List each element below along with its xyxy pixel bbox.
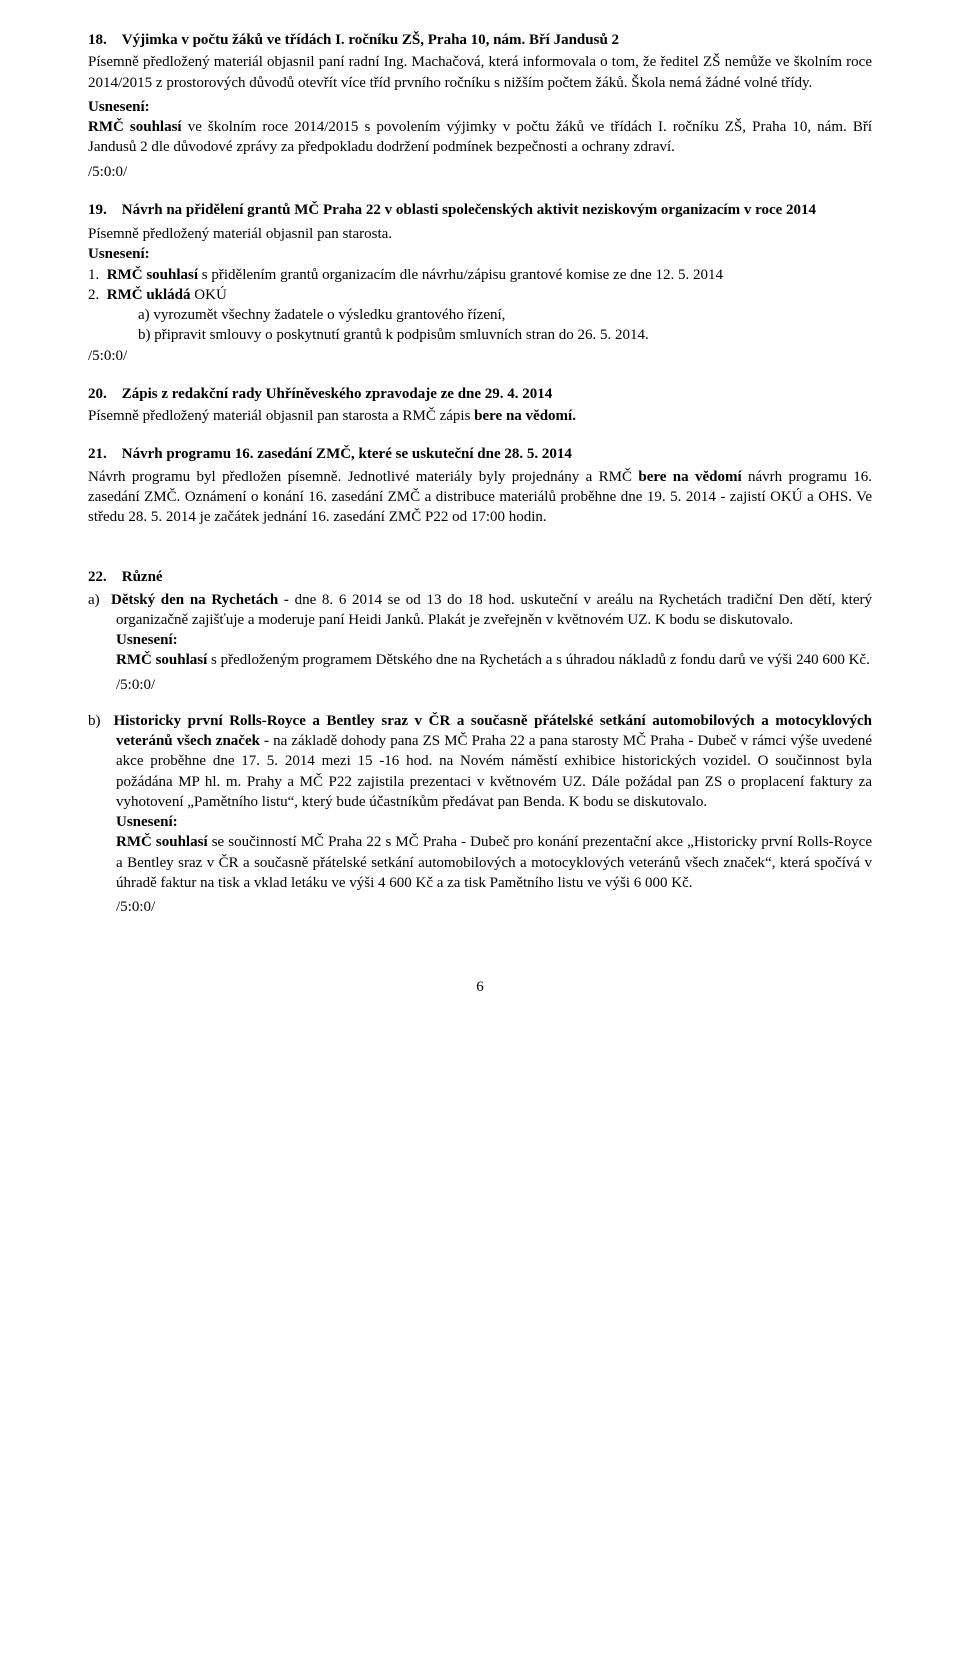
item22b-usneseni-label: Usnesení: bbox=[116, 812, 872, 832]
item22-heading: 22. Různé bbox=[88, 567, 872, 587]
agenda-item-19: 19. Návrh na přidělení grantů MČ Praha 2… bbox=[88, 200, 872, 366]
item19-li2-num: 2. bbox=[88, 287, 99, 303]
item19-title: Návrh na přidělení grantů MČ Praha 22 v … bbox=[111, 202, 817, 218]
page-number: 6 bbox=[88, 977, 872, 997]
item22a-label: a) bbox=[88, 592, 100, 608]
item19-li2: 2. RMČ ukládá OKÚ bbox=[88, 285, 872, 305]
item18-usneseni-rest: ve školním roce 2014/2015 s povolením vý… bbox=[88, 119, 872, 155]
item21-title: Návrh programu 16. zasedání ZMČ, které s… bbox=[111, 446, 572, 462]
item22a-usneseni-text: RMČ souhlasí s předloženým programem Dět… bbox=[116, 650, 872, 670]
item22a-usneseni-label: Usnesení: bbox=[116, 630, 872, 650]
item22b-vote: /5:0:0/ bbox=[116, 897, 872, 917]
item19-vote: /5:0:0/ bbox=[88, 346, 872, 366]
item18-usneseni-bold: RMČ souhlasí bbox=[88, 119, 182, 135]
item22a-usneseni-bold: RMČ souhlasí bbox=[116, 652, 211, 668]
item22b-label: b) bbox=[88, 713, 101, 729]
item20-text: Písemně předložený materiál objasnil pan… bbox=[88, 406, 872, 426]
item19-li1: 1. RMČ souhlasí s přidělením grantů orga… bbox=[88, 265, 872, 285]
item22-number: 22. bbox=[88, 569, 107, 585]
item22b-usneseni-bold: RMČ souhlasí bbox=[116, 834, 212, 850]
item20-title: Zápis z redakční rady Uhříněveského zpra… bbox=[111, 386, 553, 402]
item19-heading: 19. Návrh na přidělení grantů MČ Praha 2… bbox=[88, 200, 872, 220]
item18-usneseni-text: RMČ souhlasí ve školním roce 2014/2015 s… bbox=[88, 117, 872, 158]
item18-intro: Písemně předložený materiál objasnil pan… bbox=[88, 52, 872, 93]
agenda-item-18: 18. Výjimka v počtu žáků ve třídách I. r… bbox=[88, 30, 872, 182]
item19-number: 19. bbox=[88, 202, 107, 218]
item19-li1-bold: RMČ souhlasí bbox=[107, 267, 202, 283]
item21-text-b: bere na vědomí bbox=[638, 469, 741, 485]
agenda-item-21: 21. Návrh programu 16. zasedání ZMČ, kte… bbox=[88, 444, 872, 527]
item19-li2-rest: OKÚ bbox=[194, 287, 227, 303]
item21-heading: 21. Návrh programu 16. zasedání ZMČ, kte… bbox=[88, 444, 872, 464]
item19-usneseni-label: Usnesení: bbox=[88, 244, 872, 264]
item22-title: Různé bbox=[111, 569, 163, 585]
item21-text-a: Návrh programu byl předložen písemně. Je… bbox=[88, 469, 638, 485]
item18-title: Výjimka v počtu žáků ve třídách I. roční… bbox=[111, 32, 620, 48]
item21-number: 21. bbox=[88, 446, 107, 462]
agenda-item-20: 20. Zápis z redakční rady Uhříněveského … bbox=[88, 384, 872, 427]
item22a-vote: /5:0:0/ bbox=[116, 675, 872, 695]
item22b-row: b) Historicky první Rolls-Royce a Bentle… bbox=[88, 711, 872, 812]
item22b-usneseni-rest: se součinností MČ Praha 22 s MČ Praha - … bbox=[116, 834, 872, 891]
item20-text-bold: bere na vědomí. bbox=[474, 408, 576, 424]
item18-number: 18. bbox=[88, 32, 107, 48]
item19-sublist: a) vyrozumět všechny žadatele o výsledku… bbox=[88, 305, 872, 346]
item19-list: 1. RMČ souhlasí s přidělením grantů orga… bbox=[88, 265, 872, 306]
item19-li1-rest: s přidělením grantů organizacím dle návr… bbox=[202, 267, 723, 283]
item19-li2a: a) vyrozumět všechny žadatele o výsledku… bbox=[138, 305, 872, 325]
item21-text: Návrh programu byl předložen písemně. Je… bbox=[88, 467, 872, 528]
item19-li2-bold: RMČ ukládá bbox=[107, 287, 195, 303]
item19-li2b: b) připravit smlouvy o poskytnutí grantů… bbox=[138, 325, 872, 345]
item18-vote: /5:0:0/ bbox=[88, 162, 872, 182]
item20-number: 20. bbox=[88, 386, 107, 402]
item20-text-pre: Písemně předložený materiál objasnil pan… bbox=[88, 408, 474, 424]
item22a-title: Dětský den na Rychetách - bbox=[111, 592, 295, 608]
item22b-usneseni-text: RMČ souhlasí se součinností MČ Praha 22 … bbox=[116, 832, 872, 893]
item18-heading: 18. Výjimka v počtu žáků ve třídách I. r… bbox=[88, 30, 872, 50]
item20-heading: 20. Zápis z redakční rady Uhříněveského … bbox=[88, 384, 872, 404]
item19-intro: Písemně předložený materiál objasnil pan… bbox=[88, 224, 872, 244]
item22a-usneseni-rest: s předloženým programem Dětského dne na … bbox=[211, 652, 870, 668]
agenda-item-22: 22. Různé a) Dětský den na Rychetách - d… bbox=[88, 567, 872, 917]
item19-li1-num: 1. bbox=[88, 267, 99, 283]
item18-usneseni-label: Usnesení: bbox=[88, 97, 872, 117]
item22a-row: a) Dětský den na Rychetách - dne 8. 6 20… bbox=[88, 590, 872, 631]
